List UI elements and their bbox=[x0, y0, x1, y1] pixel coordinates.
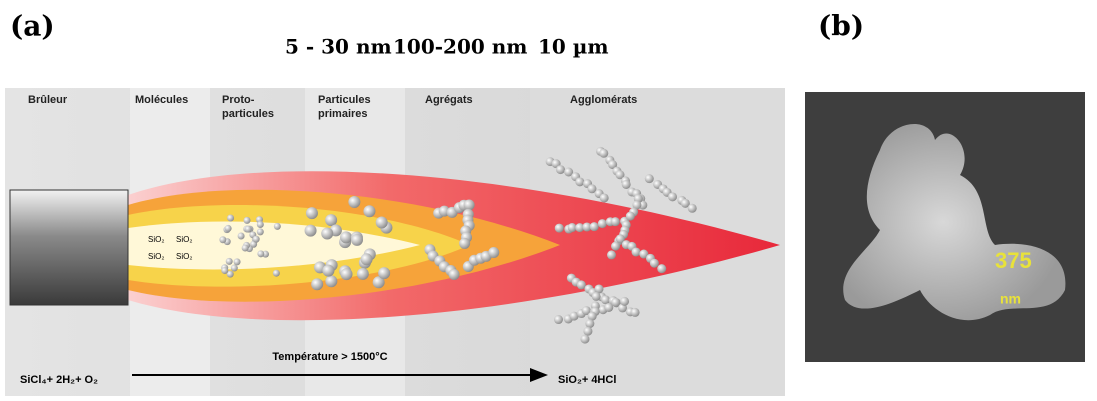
primary-particle bbox=[341, 268, 353, 280]
stage-label: Particules bbox=[318, 94, 371, 106]
aggregate-bead bbox=[449, 269, 460, 280]
aggregate-bead bbox=[622, 180, 631, 189]
figure: (a) (b) 5 - 30 nm 100-200 nm 10 µm SiCl₄… bbox=[0, 0, 1097, 396]
primary-particle bbox=[306, 207, 318, 219]
aggregate-bead bbox=[583, 327, 592, 336]
proto-particle bbox=[221, 267, 228, 274]
primary-particle bbox=[357, 268, 369, 280]
stage-label: Agrégats bbox=[425, 94, 473, 106]
aggregate-bead bbox=[620, 297, 629, 306]
primary-particle bbox=[340, 231, 352, 243]
size-label: 5 - 30 nm bbox=[285, 35, 392, 59]
aggregate-bead bbox=[592, 292, 601, 301]
proto-particle bbox=[225, 225, 232, 232]
proto-particle bbox=[245, 226, 252, 233]
stage-label: primaires bbox=[318, 108, 368, 120]
aggregate-bead bbox=[657, 264, 666, 273]
aggregate-bead bbox=[688, 204, 697, 213]
primary-particle bbox=[311, 278, 323, 290]
burner bbox=[10, 190, 128, 305]
proto-particle bbox=[242, 245, 249, 252]
primary-particle bbox=[351, 234, 363, 246]
panel-label: (b) bbox=[818, 10, 864, 43]
condition: Température > 1500°C bbox=[272, 351, 387, 363]
molecule-label: SiO₂ bbox=[176, 252, 192, 261]
stage-label: Proto- bbox=[222, 94, 255, 106]
primary-particle bbox=[325, 214, 337, 226]
panel-label: (a) bbox=[10, 10, 55, 43]
proto-particle bbox=[226, 258, 233, 265]
primary-particle bbox=[348, 196, 360, 208]
aggregate-bead bbox=[601, 295, 610, 304]
proto-particle bbox=[231, 265, 238, 272]
scale-unit: nm bbox=[1000, 291, 1021, 307]
page: (a) (b) 5 - 30 nm 100-200 nm 10 µm SiCl₄… bbox=[0, 0, 1097, 396]
aggregate-bead bbox=[631, 308, 640, 317]
aggregate-bead bbox=[459, 238, 470, 249]
proto-particle bbox=[234, 258, 241, 265]
proto-particle bbox=[257, 228, 264, 235]
stage-label: Agglomérats bbox=[570, 94, 637, 106]
primary-particle bbox=[361, 253, 373, 265]
aggregate-bead bbox=[488, 247, 499, 258]
aggregate-bead bbox=[590, 222, 599, 231]
proto-particle bbox=[274, 223, 281, 230]
aggregate-bead bbox=[650, 259, 659, 268]
aggregate-bead bbox=[607, 250, 616, 259]
proto-particle bbox=[253, 236, 260, 243]
aggregate-bead bbox=[668, 192, 677, 201]
proto-particle bbox=[273, 270, 280, 277]
reactants: SiCl₄+ 2H₂+ O₂ bbox=[20, 374, 98, 386]
products: SiO₂+ 4HCl bbox=[558, 374, 616, 386]
primary-particle bbox=[305, 225, 317, 237]
aggregate-bead bbox=[611, 217, 620, 226]
aggregate-bead bbox=[600, 193, 609, 202]
aggregate-bead bbox=[611, 298, 620, 307]
proto-particle bbox=[244, 217, 251, 224]
scale-value: 375 bbox=[995, 248, 1032, 273]
proto-particle bbox=[257, 250, 264, 257]
primary-particle bbox=[376, 216, 388, 228]
aggregate-bead bbox=[645, 174, 654, 183]
aggregate-bead bbox=[632, 247, 641, 256]
aggregate-bead bbox=[585, 319, 594, 328]
aggregate-bead bbox=[464, 199, 475, 210]
proto-particle bbox=[257, 221, 264, 228]
primary-particle bbox=[322, 265, 334, 277]
aggregate-bead bbox=[554, 315, 563, 324]
primary-particle bbox=[321, 227, 333, 239]
stage-label: Molécules bbox=[135, 94, 188, 106]
aggregate-bead bbox=[598, 219, 607, 228]
size-label: 10 µm bbox=[538, 35, 609, 59]
aggregate-bead bbox=[556, 165, 565, 174]
primary-particle bbox=[378, 267, 390, 279]
aggregate-bead bbox=[599, 149, 608, 158]
aggregate-bead bbox=[575, 177, 584, 186]
stage-label: particules bbox=[222, 108, 274, 120]
primary-particle bbox=[325, 275, 337, 287]
aggregate-bead bbox=[555, 224, 564, 233]
stage-label: Brûleur bbox=[28, 94, 68, 106]
size-label: 100-200 nm bbox=[393, 35, 527, 59]
aggregate-bead bbox=[626, 212, 635, 221]
molecule-label: SiO₂ bbox=[176, 235, 192, 244]
molecule-label: SiO₂ bbox=[148, 252, 164, 261]
aggregate-bead bbox=[580, 335, 589, 344]
primary-particle bbox=[363, 205, 375, 217]
proto-particle bbox=[219, 236, 226, 243]
molecule-label: SiO₂ bbox=[148, 235, 164, 244]
proto-particle bbox=[238, 233, 245, 240]
proto-particle bbox=[227, 215, 234, 222]
